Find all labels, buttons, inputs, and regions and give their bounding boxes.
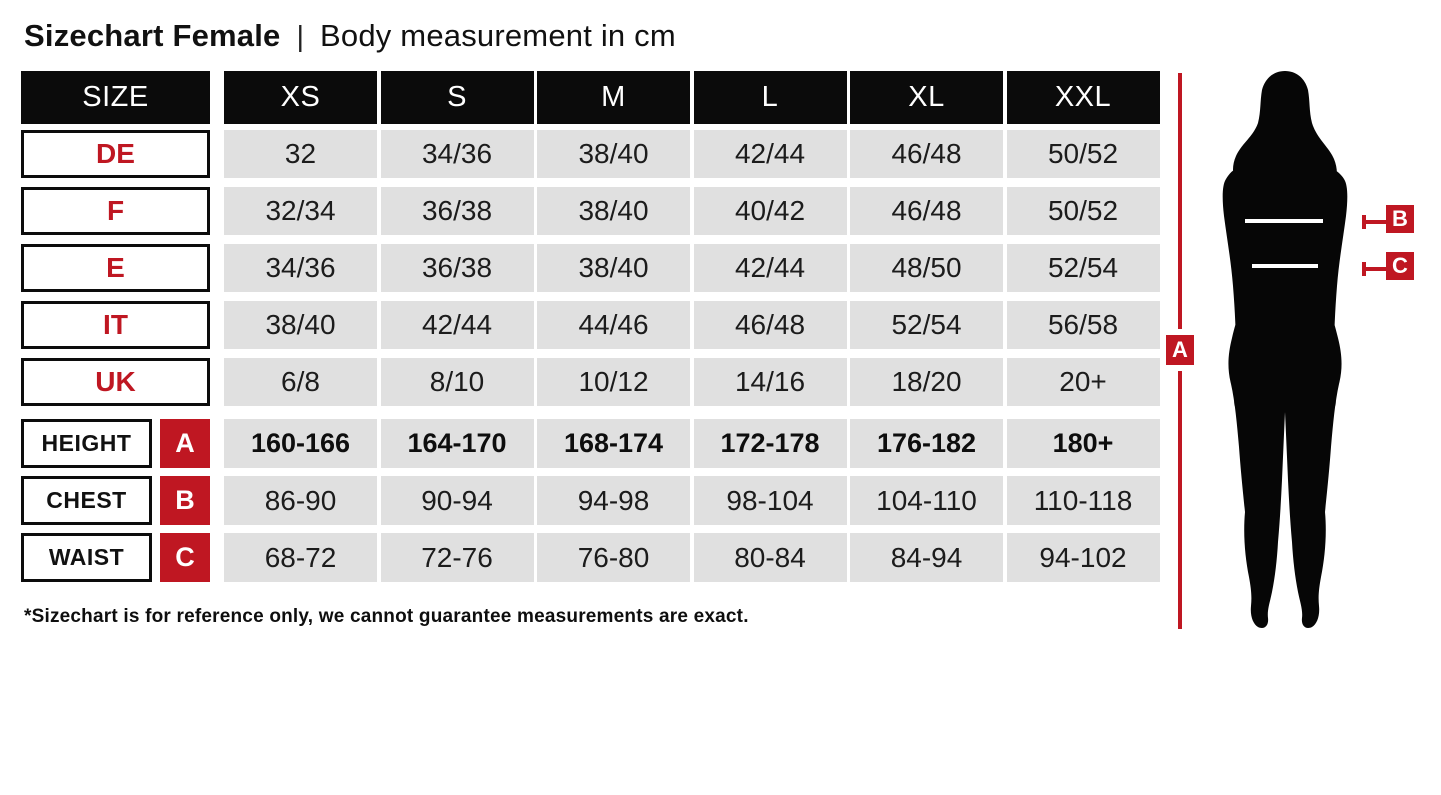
size-cell: 36/38 [380,187,534,235]
measure-row-chest: CHEST B 86-90 90-94 94-98 98-104 104-110 110-11… [21,476,1160,525]
size-cell: 38/40 [537,187,690,235]
measure-cell: 164-170 [380,419,534,468]
size-row-e: E 34/36 36/38 38/40 42/44 48/50 52/54 [21,244,1160,292]
measure-cell: 86-90 [224,476,377,525]
row-label-height: HEIGHT [21,419,152,468]
size-cell: 42/44 [693,244,847,292]
size-table: SIZE XS S M L XL XXL DE 32 34/36 38/40 42/44 46/48 50… [21,71,1160,590]
size-cell: 34/36 [380,130,534,178]
chest-measure-line [1245,219,1323,223]
size-cell: 32 [224,130,377,178]
header-cell-s: S [380,71,534,124]
size-cell: 20+ [1006,358,1160,406]
table-header-row: SIZE XS S M L XL XXL [21,71,1160,124]
measure-row-height: HEIGHT A 160-166 164-170 168-174 172-178 176-1… [21,419,1160,468]
row-label-de: DE [21,130,210,178]
row-label-it: IT [21,301,210,349]
measure-cell: 104-110 [850,476,1003,525]
title-subtitle: Body measurement in cm [320,18,676,53]
size-cell: 14/16 [693,358,847,406]
size-row-de: DE 32 34/36 38/40 42/44 46/48 50/52 [21,130,1160,178]
measure-cell: 90-94 [380,476,534,525]
size-cell: 52/54 [850,301,1003,349]
size-cell: 46/48 [693,301,847,349]
size-cell: 42/44 [693,130,847,178]
header-cell-size: SIZE [21,71,210,124]
measure-cell: 168-174 [537,419,690,468]
page-title: Sizechart Female | Body measurement in c… [24,18,676,54]
size-cell: 50/52 [1006,130,1160,178]
size-cell: 46/48 [850,130,1003,178]
size-cell: 32/34 [224,187,377,235]
height-dimension-line-top [1178,73,1182,329]
letter-badge-c: C [160,533,210,582]
size-cell: 8/10 [380,358,534,406]
waist-pointer-line [1362,267,1386,271]
measure-cell: 98-104 [693,476,847,525]
header-cell-xl: XL [850,71,1003,124]
marker-c-waist: C [1386,252,1414,280]
size-cell: 50/52 [1006,187,1160,235]
measure-cell: 160-166 [224,419,377,468]
measure-cell: 76-80 [537,533,690,582]
measure-row-waist: WAIST C 68-72 72-76 76-80 80-84 84-94 94-102 [21,533,1160,582]
size-cell: 48/50 [850,244,1003,292]
height-dimension-line-bottom [1178,371,1182,629]
measure-cell: 94-102 [1006,533,1160,582]
measure-cell: 68-72 [224,533,377,582]
letter-badge-b: B [160,476,210,525]
female-silhouette [1222,71,1348,628]
size-row-f: F 32/34 36/38 38/40 40/42 46/48 50/52 [21,187,1160,235]
measure-cell: 176-182 [850,419,1003,468]
row-label-waist: WAIST [21,533,152,582]
measure-cell: 180+ [1006,419,1160,468]
header-cell-xs: XS [224,71,377,124]
title-main: Sizechart Female [24,18,281,53]
size-cell: 40/42 [693,187,847,235]
row-label-f: F [21,187,210,235]
header-cell-m: M [537,71,690,124]
row-label-uk: UK [21,358,210,406]
chest-pointer-line [1362,220,1386,224]
size-cell: 18/20 [850,358,1003,406]
size-cell: 6/8 [224,358,377,406]
size-cell: 38/40 [224,301,377,349]
size-cell: 10/12 [537,358,690,406]
size-cell: 52/54 [1006,244,1160,292]
row-label-chest: CHEST [21,476,152,525]
marker-b-chest: B [1386,205,1414,233]
measure-cell: 72-76 [380,533,534,582]
size-cell: 42/44 [380,301,534,349]
size-row-uk: UK 6/8 8/10 10/12 14/16 18/20 20+ [21,358,1160,406]
marker-a-height: A [1166,335,1194,365]
size-cell: 46/48 [850,187,1003,235]
size-cell: 44/46 [537,301,690,349]
measure-cell: 84-94 [850,533,1003,582]
size-cell: 56/58 [1006,301,1160,349]
size-cell: 38/40 [537,130,690,178]
row-label-e: E [21,244,210,292]
header-cell-xxl: XXL [1006,71,1160,124]
measure-cell: 94-98 [537,476,690,525]
title-separator: | [296,21,305,53]
measure-cell: 172-178 [693,419,847,468]
size-cell: 38/40 [537,244,690,292]
size-cell: 34/36 [224,244,377,292]
size-row-it: IT 38/40 42/44 44/46 46/48 52/54 56/58 [21,301,1160,349]
letter-badge-a: A [160,419,210,468]
measure-cell: 110-118 [1006,476,1160,525]
footnote-text: *Sizechart is for reference only, we can… [24,606,749,627]
measure-cell: 80-84 [693,533,847,582]
header-cell-l: L [693,71,847,124]
size-cell: 36/38 [380,244,534,292]
waist-measure-line [1252,264,1318,268]
